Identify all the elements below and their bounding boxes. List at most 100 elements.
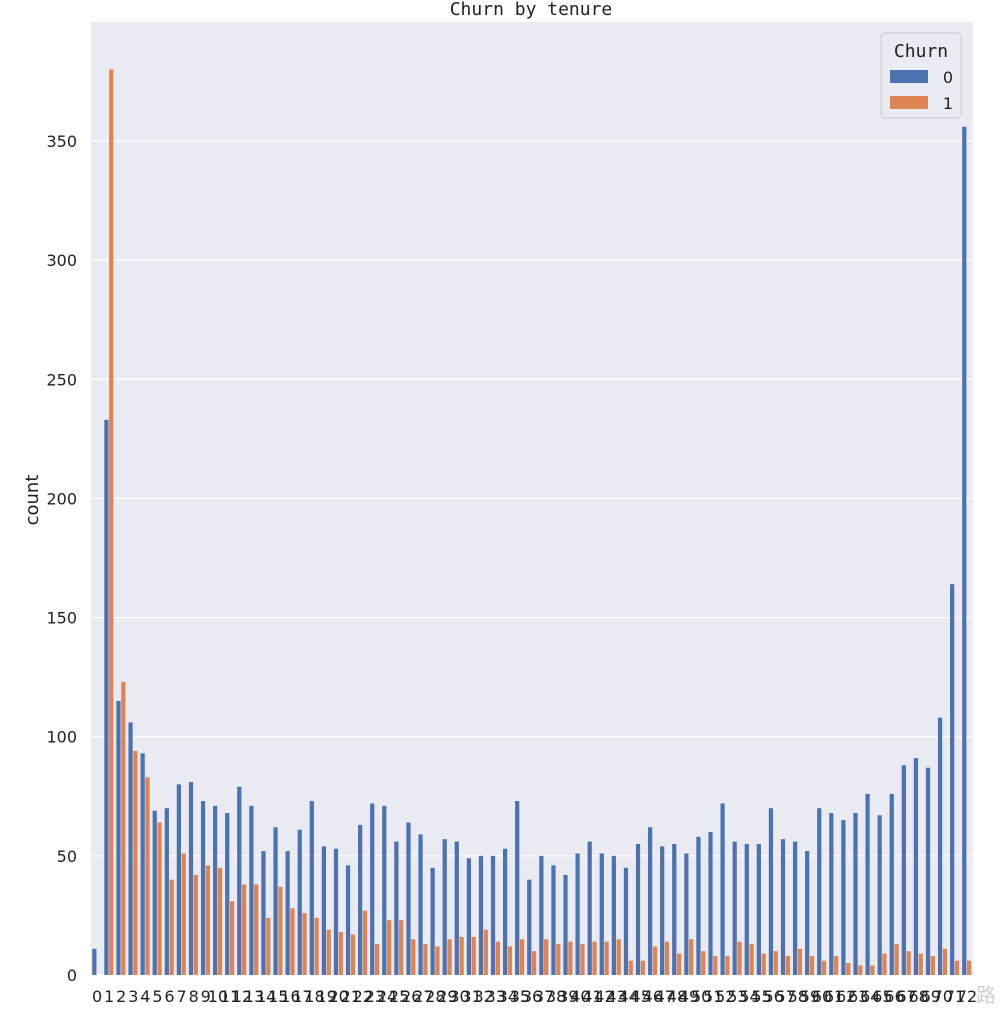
bar-tenure-19-churn-1: [326, 929, 331, 975]
y-axis-label: count: [22, 475, 43, 526]
x-tick-label: 54: [739, 987, 759, 1006]
x-tick-label: 29: [437, 987, 457, 1006]
bar-tenure-18-churn-1: [314, 917, 319, 975]
x-tick-label: 39: [558, 987, 578, 1006]
bar-tenure-64-churn-1: [870, 965, 875, 975]
x-tick-label: 12: [232, 987, 252, 1006]
bar-tenure-44-churn-1: [628, 960, 633, 975]
y-tick-label: 0: [67, 966, 77, 985]
x-tick-label: 18: [304, 987, 324, 1006]
x-tick-label: 6: [164, 987, 174, 1006]
x-tick-label: 50: [691, 987, 711, 1006]
x-tick-label: 17: [292, 987, 312, 1006]
bar-tenure-28-churn-1: [435, 946, 440, 975]
bar-tenure-41-churn-1: [592, 941, 597, 975]
bar-tenure-0-churn-0: [92, 948, 97, 975]
x-tick-label: 64: [860, 987, 880, 1006]
x-tick-label: 52: [715, 987, 735, 1006]
bar-tenure-60-churn-1: [821, 960, 827, 975]
x-tick-label: 8: [189, 987, 199, 1006]
x-tick-label: 49: [679, 987, 699, 1006]
bar-tenure-11-churn-0: [225, 812, 230, 975]
bar-tenure-56-churn-1: [773, 951, 778, 975]
x-tick-label: 45: [631, 987, 651, 1006]
x-tick-label: 1: [104, 987, 114, 1006]
bar-tenure-7-churn-0: [176, 784, 182, 975]
bar-tenure-3-churn-1: [133, 751, 138, 975]
x-tick-label: 44: [618, 987, 638, 1006]
legend: Churn 0 1: [880, 32, 962, 119]
bar-tenure-53-churn-0: [732, 841, 737, 975]
bar-tenure-35-churn-1: [519, 939, 525, 975]
bar-tenure-34-churn-0: [503, 848, 508, 975]
bar-tenure-36-churn-0: [527, 879, 532, 975]
bar-tenure-50-churn-0: [696, 836, 701, 975]
legend-title: Churn: [894, 41, 948, 62]
bar-tenure-14-churn-1: [266, 917, 271, 975]
bar-tenure-46-churn-1: [652, 946, 658, 975]
x-tick-label: 2: [116, 987, 126, 1006]
x-tick-label: 63: [848, 987, 868, 1006]
bar-tenure-49-churn-1: [689, 939, 694, 975]
bar-tenure-48-churn-0: [672, 843, 677, 975]
y-tick-labels: 0 50 100 150 200 250 300 350: [46, 132, 77, 985]
bar-tenure-17-churn-1: [302, 913, 307, 975]
y-tick-label: 350: [46, 132, 77, 151]
bar-tenure-9-churn-1: [205, 865, 211, 975]
bar-tenure-23-churn-1: [374, 944, 380, 975]
x-tick-label: 25: [389, 987, 409, 1006]
x-tick-label: 14: [256, 987, 276, 1006]
bar-tenure-18-churn-0: [309, 801, 314, 975]
x-tick-label: 65: [872, 987, 892, 1006]
bar-tenure-13-churn-0: [249, 805, 254, 975]
bar-tenure-1-churn-1: [109, 69, 114, 975]
bar-tenure-60-churn-0: [817, 808, 822, 975]
x-tick-label: 37: [534, 987, 554, 1006]
x-tick-label: 41: [582, 987, 602, 1006]
bar-tenure-54-churn-1: [749, 944, 754, 975]
bar-tenure-26-churn-0: [406, 822, 411, 975]
x-tick-label: 32: [473, 987, 493, 1006]
bar-tenure-12-churn-1: [242, 884, 247, 975]
bar-tenure-44-churn-0: [623, 867, 629, 975]
x-tick-label: 59: [800, 987, 820, 1006]
bar-tenure-32-churn-0: [478, 855, 484, 975]
bar-tenure-57-churn-1: [785, 955, 790, 975]
bar-tenure-65-churn-0: [877, 815, 882, 975]
bars: [92, 69, 972, 975]
x-tick-label: 38: [546, 987, 566, 1006]
x-tick-label: 33: [486, 987, 506, 1006]
x-tick-label: 16: [280, 987, 300, 1006]
x-tick-label: 4: [140, 987, 150, 1006]
bar-tenure-61-churn-1: [834, 955, 839, 975]
bar-tenure-43-churn-0: [611, 855, 616, 975]
bar-tenure-20-churn-0: [333, 848, 339, 975]
bar-tenure-2-churn-1: [121, 681, 126, 975]
bar-tenure-27-churn-0: [418, 834, 423, 975]
bar-tenure-49-churn-0: [684, 853, 689, 975]
bar-tenure-4-churn-0: [140, 753, 145, 975]
bar-tenure-25-churn-1: [399, 920, 404, 975]
y-tick-label: 250: [46, 370, 77, 389]
bar-tenure-10-churn-0: [213, 805, 218, 975]
watermark-text: 路: [976, 983, 996, 1007]
bar-tenure-30-churn-0: [454, 841, 459, 975]
bar-tenure-21-churn-0: [345, 865, 351, 975]
bar-tenure-69-churn-0: [925, 767, 931, 975]
bar-tenure-52-churn-1: [725, 955, 730, 975]
bar-tenure-42-churn-0: [599, 853, 604, 975]
bar-tenure-58-churn-0: [792, 841, 798, 975]
x-tick-label: 21: [341, 987, 361, 1006]
bar-tenure-62-churn-0: [841, 820, 846, 975]
x-tick-label: 56: [763, 987, 783, 1006]
bar-tenure-55-churn-1: [761, 953, 766, 975]
x-tick-label: 5: [152, 987, 162, 1006]
bar-tenure-22-churn-1: [362, 910, 368, 975]
x-tick-label: 26: [401, 987, 421, 1006]
x-tick-label: 24: [377, 987, 397, 1006]
bar-tenure-23-churn-0: [370, 803, 375, 975]
bar-tenure-8-churn-0: [188, 781, 194, 975]
bar-tenure-65-churn-1: [882, 953, 887, 975]
bar-tenure-46-churn-0: [647, 827, 653, 975]
x-tick-label: 34: [498, 987, 518, 1006]
